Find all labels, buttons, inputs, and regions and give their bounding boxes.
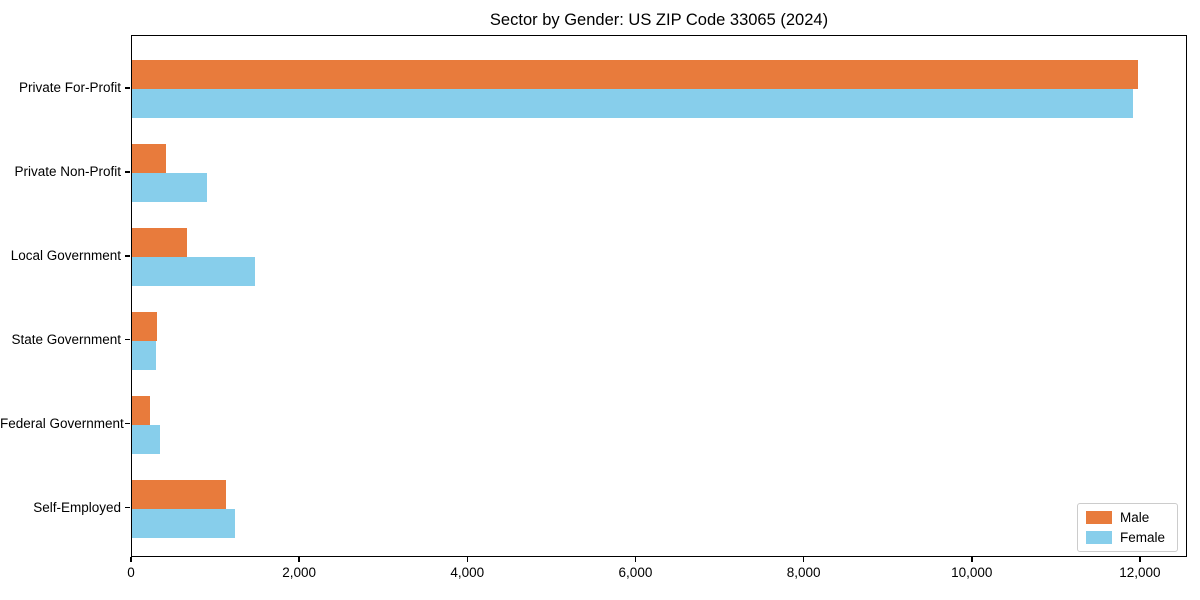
y-tick	[124, 338, 130, 341]
legend: Male Female	[1076, 503, 1178, 552]
legend-item-male: Male	[1085, 510, 1165, 525]
bar-female	[132, 508, 235, 538]
bar-male	[132, 311, 158, 341]
x-tick	[298, 557, 300, 562]
y-tick	[124, 87, 130, 89]
y-tick-label: Local Government	[10, 247, 121, 263]
x-tick-label: 4,000	[450, 565, 485, 580]
x-tick	[466, 557, 469, 562]
bar-female	[132, 89, 1133, 118]
y-tick	[124, 422, 130, 425]
bar-male	[132, 143, 166, 173]
bar-female	[132, 424, 160, 454]
bar-male	[132, 479, 227, 509]
bar-female	[132, 340, 156, 370]
y-tick-label: State Government	[11, 331, 121, 347]
bar-female	[132, 172, 207, 202]
x-tick-label: 6,000	[618, 565, 653, 580]
x-tick	[634, 557, 637, 562]
legend-swatch-male	[1085, 511, 1112, 524]
x-tick	[971, 557, 973, 562]
chart-title: Sector by Gender: US ZIP Code 33065 (202…	[489, 11, 829, 29]
x-tick-label: 2,000	[282, 565, 317, 580]
y-tick	[124, 506, 130, 509]
legend-label: Female	[1119, 530, 1165, 545]
x-tick	[802, 557, 805, 562]
y-tick	[124, 171, 130, 173]
y-tick-label: Federal Government	[0, 415, 124, 431]
x-tick	[1139, 557, 1141, 562]
y-tick-label: Self-Employed	[33, 499, 121, 515]
x-tick	[130, 557, 132, 562]
y-tick	[124, 255, 130, 257]
y-tick-label: Private Non-Profit	[14, 163, 121, 179]
legend-item-female: Female	[1085, 530, 1165, 545]
bar-male	[132, 60, 1138, 89]
x-tick-label: 8,000	[786, 565, 821, 580]
x-tick-label: 0	[127, 565, 135, 580]
legend-label: Male	[1119, 510, 1150, 525]
x-tick-label: 10,000	[951, 565, 993, 580]
legend-swatch-female	[1085, 531, 1112, 544]
y-tick-label: Private For-Profit	[18, 80, 121, 95]
x-tick-label: 12,000	[1119, 565, 1161, 580]
bar-male	[132, 227, 188, 257]
bar-female	[132, 256, 255, 286]
bar-male	[132, 395, 150, 425]
plot-area: Male Female	[131, 35, 1187, 557]
